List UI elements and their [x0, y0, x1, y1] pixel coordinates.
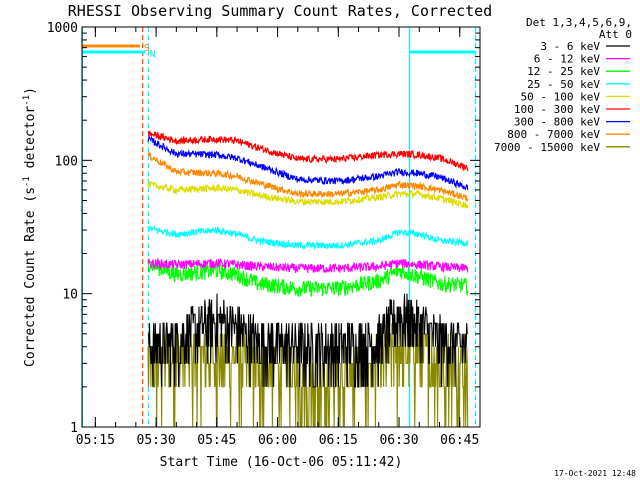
legend-header-line2: Att 0: [599, 28, 632, 41]
y-axis-label-main: Corrected Count Rate (s: [23, 187, 38, 367]
x-tick-label: 06:15: [319, 433, 358, 448]
count-rate-series: [147, 130, 469, 427]
x-tick-label: 05:30: [137, 433, 176, 448]
y-axis-label-sup2: -1: [22, 95, 32, 106]
series-line: [147, 180, 469, 209]
series-line: [147, 257, 469, 274]
x-tick-label: 05:45: [197, 433, 236, 448]
y-axis-label-end: ): [23, 87, 38, 95]
y-tick-label: 1000: [47, 21, 78, 36]
observing-flags: SN: [82, 43, 476, 60]
series-line: [147, 322, 469, 427]
flag-label-s: S: [144, 43, 150, 54]
plot-frame: [81, 26, 481, 428]
x-tick-label: 06:45: [440, 433, 479, 448]
legend-label: 800 - 7000 keV: [507, 128, 600, 141]
flag-label-n: N: [150, 49, 156, 60]
legend-label: 300 - 800 keV: [514, 116, 600, 129]
series-line: [147, 130, 469, 172]
y-axis-label-sup1: -1: [22, 176, 32, 187]
legend-label: 25 - 50 keV: [527, 78, 600, 91]
series-line: [147, 259, 469, 297]
x-axis-ticks: 05:15 05:30 05:45 06:00 06:15 06:30 06:45: [76, 27, 481, 448]
series-line: [147, 152, 469, 202]
y-axis-label-mid: detector: [23, 106, 38, 177]
legend-label: 7000 - 15000 keV: [494, 141, 600, 154]
y-tick-label: 10: [62, 288, 78, 303]
legend-header-line1: Det 1,3,4,5,6,9,: [526, 16, 632, 29]
series-line: [147, 224, 469, 251]
x-tick-label: 06:30: [379, 433, 418, 448]
series-line: [147, 134, 469, 191]
legend-label: 50 - 100 keV: [521, 90, 601, 103]
generation-timestamp: 17-Oct-2021 12:48: [554, 469, 636, 478]
x-axis-label: Start Time (16-Oct-06 05:11:42): [160, 455, 403, 470]
legend-label: 6 - 12 keV: [534, 53, 601, 66]
y-axis-ticks: 1 10 100 1000: [47, 21, 480, 436]
legend-label: 100 - 300 keV: [514, 103, 600, 116]
y-tick-label: 100: [55, 154, 78, 169]
series-line: [147, 293, 468, 388]
legend-label: 3 - 6 keV: [540, 40, 600, 53]
x-tick-label: 06:00: [258, 433, 297, 448]
legend-label: 12 - 25 keV: [527, 65, 600, 78]
x-tick-label: 05:15: [76, 433, 115, 448]
y-tick-label: 1: [70, 421, 78, 436]
chart-title: RHESSI Observing Summary Count Rates, Co…: [68, 2, 492, 20]
y-axis-label: Corrected Count Rate (s-1 detector-1): [22, 87, 38, 367]
